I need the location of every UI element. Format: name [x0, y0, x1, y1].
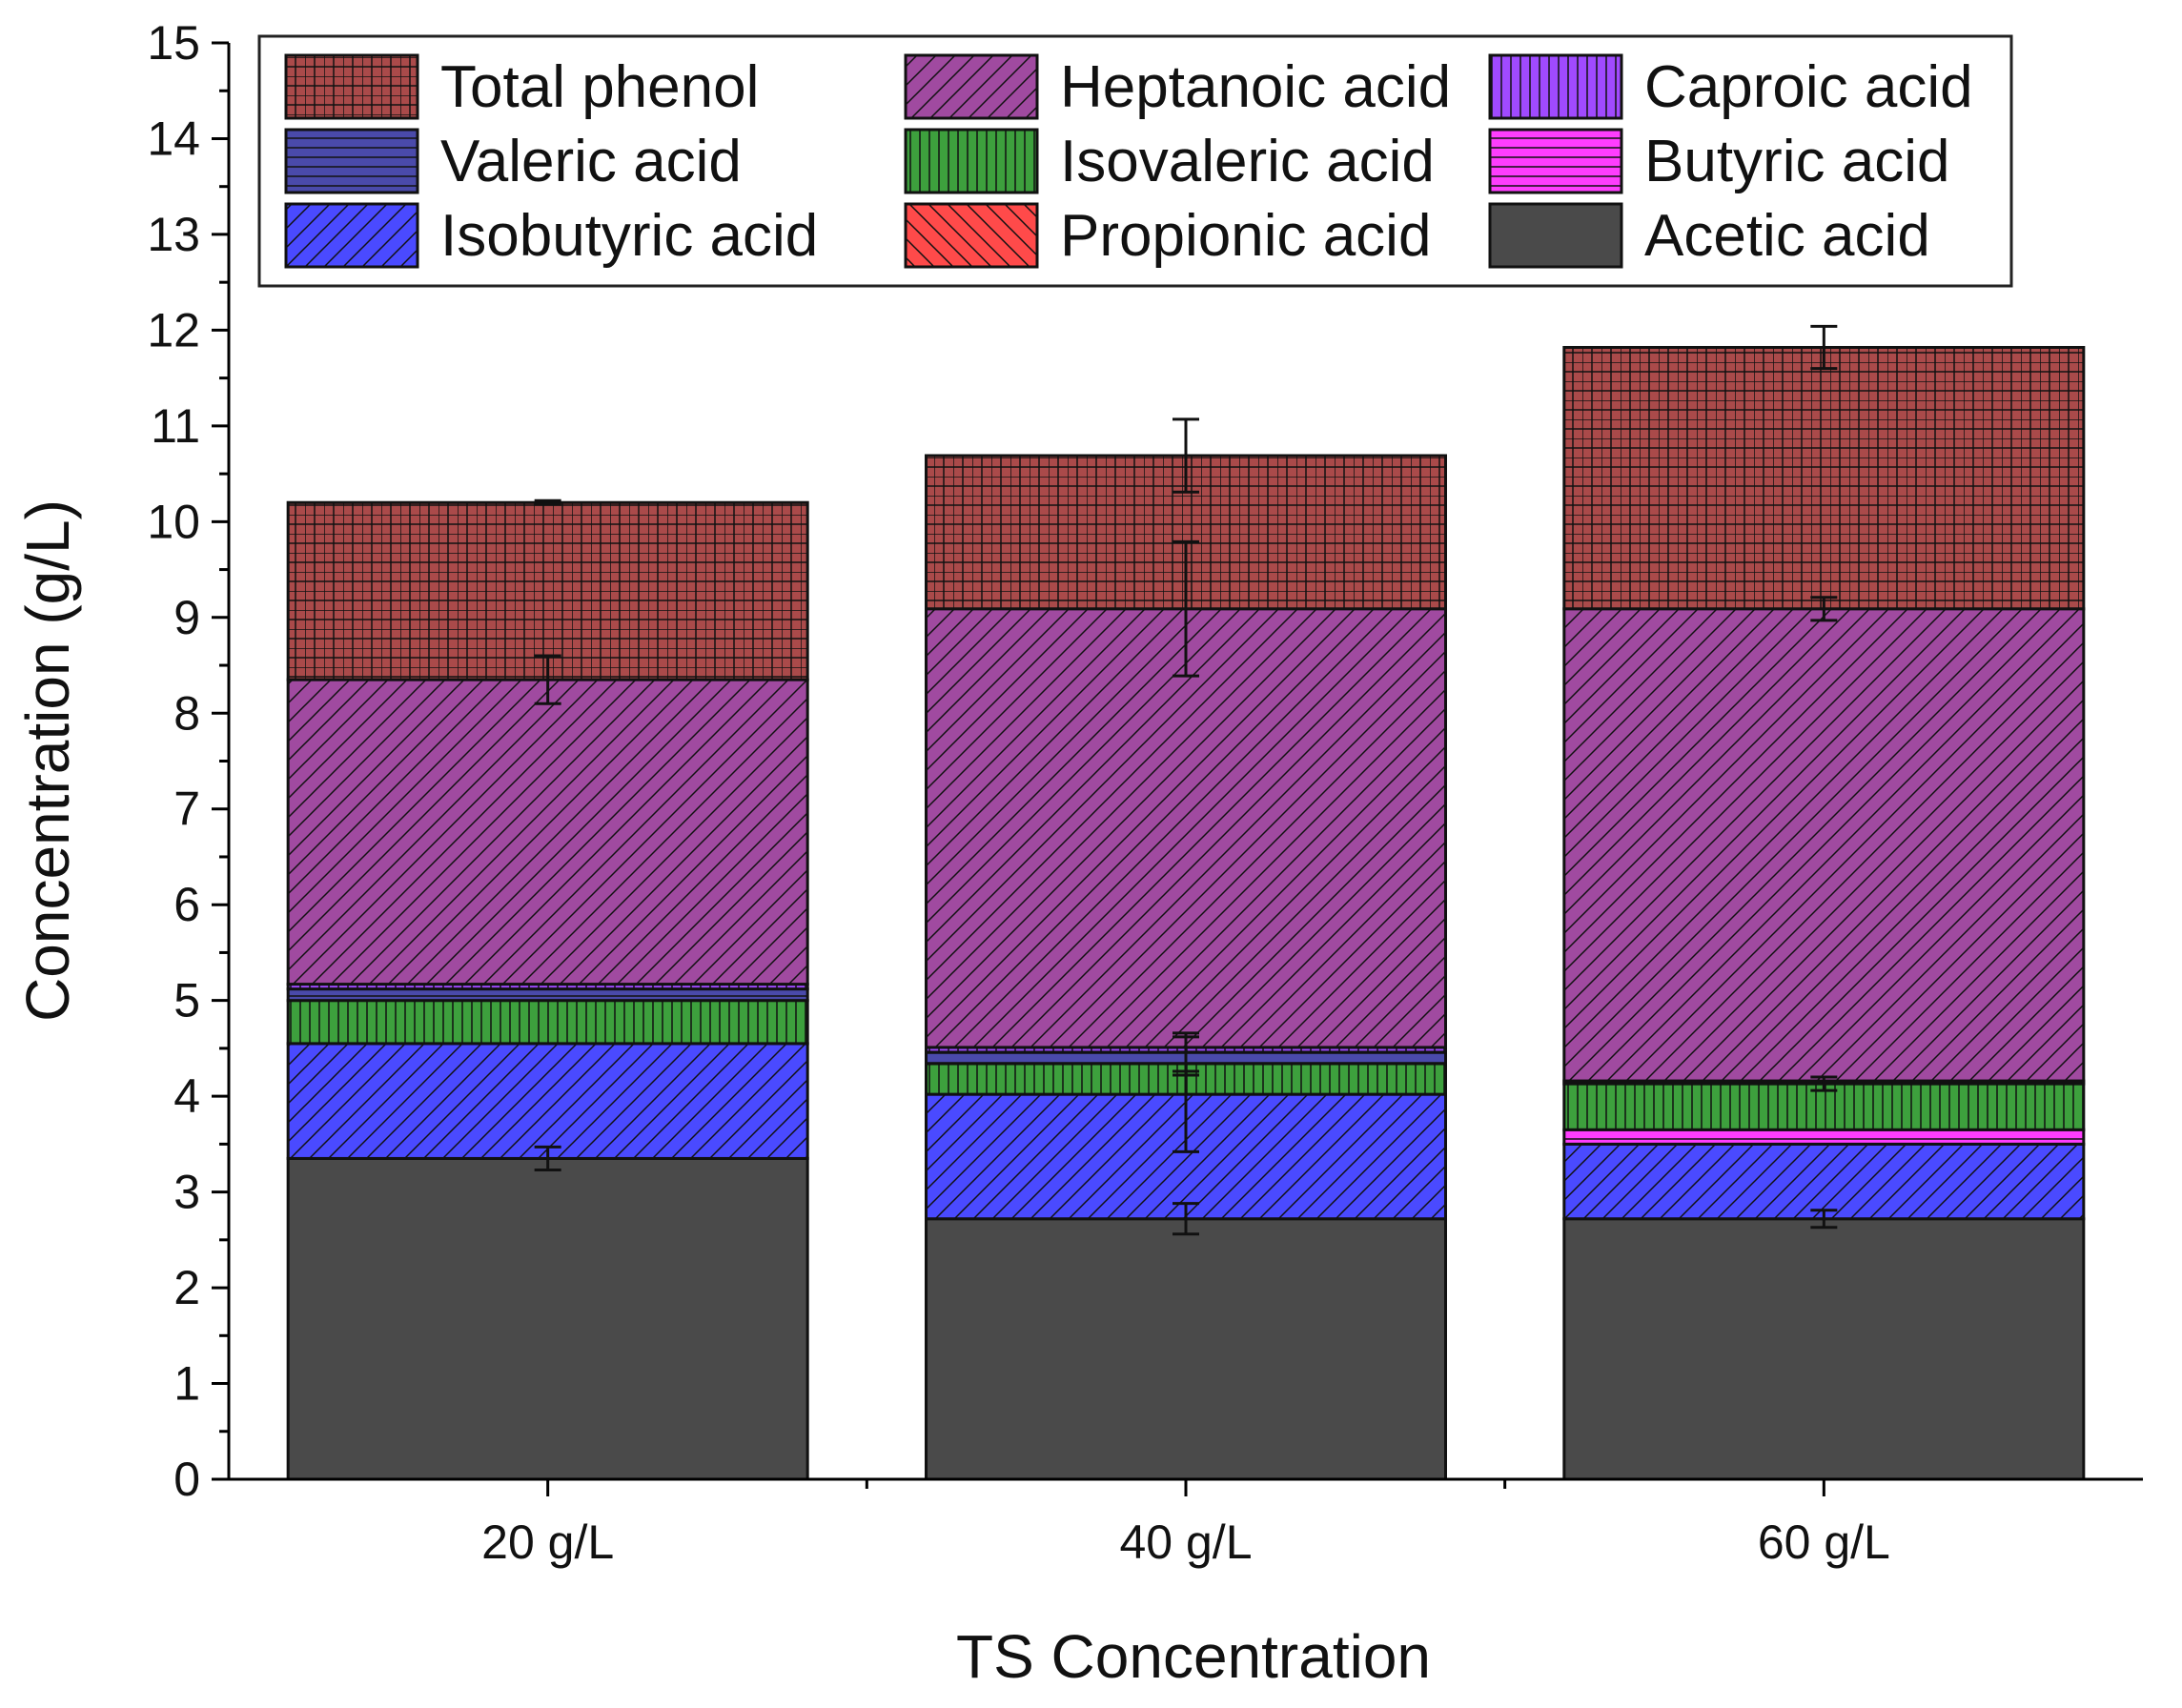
legend-item-butyric-acid: Butyric acid	[1488, 128, 1949, 194]
legend-swatch	[1488, 53, 1623, 120]
y-tick-label: 9	[173, 591, 200, 644]
bar-total-phenol-20-g-l	[286, 500, 809, 681]
bar-acetic-acid-60-g-l	[1562, 1217, 2086, 1481]
y-tick-label: 8	[173, 686, 200, 740]
legend-item-total-phenol: Total phenol	[284, 53, 759, 120]
bar-valeric-acid-20-g-l	[286, 987, 809, 1003]
y-tick-label: 13	[147, 208, 200, 261]
legend-swatch	[904, 202, 1039, 269]
bar-isobutyric-acid-40-g-l	[925, 1092, 1447, 1221]
y-tick-label: 4	[173, 1069, 200, 1123]
legend-label: Isobutyric acid	[440, 203, 818, 269]
legend-label: Acetic acid	[1644, 203, 1930, 269]
legend-swatch	[1488, 202, 1623, 269]
x-axis-title: TS Concentration	[956, 1622, 1431, 1691]
error-bars-layer	[534, 324, 1838, 1236]
legend-swatch	[284, 202, 419, 269]
legend-item-isobutyric-acid: Isobutyric acid	[284, 202, 818, 269]
y-tick-label: 0	[173, 1453, 200, 1506]
bar-acetic-acid-20-g-l	[286, 1156, 809, 1481]
y-tick-label: 12	[147, 303, 200, 356]
y-tick-label: 6	[173, 878, 200, 931]
error-bar-acetic-acid-20-g-l	[534, 1145, 561, 1171]
legend-item-acetic-acid: Acetic acid	[1488, 202, 1930, 269]
error-bar-total-phenol-40-g-l	[1173, 417, 1199, 494]
error-bar-total-phenol-20-g-l	[534, 498, 561, 506]
y-tick-label: 7	[173, 783, 200, 836]
x-tick-label-20-g-l: 20 g/L	[481, 1515, 614, 1569]
error-bar-heptanoic-acid-60-g-l	[1810, 596, 1838, 622]
y-tick-label: 2	[173, 1261, 200, 1314]
error-bar-total-phenol-60-g-l	[1810, 324, 1838, 371]
y-tick-label: 10	[147, 495, 200, 548]
legend-label: Butyric acid	[1644, 129, 1949, 194]
legend-swatch	[284, 53, 419, 120]
error-bar-isovaleric-acid-60-g-l	[1810, 1075, 1838, 1092]
bar-isovaleric-acid-20-g-l	[286, 999, 809, 1046]
legend-label: Isovaleric acid	[1060, 129, 1435, 194]
legend: Total phenol Heptanoic acid Caproic acid Va…	[257, 34, 2013, 288]
legend-item-valeric-acid: Valeric acid	[284, 128, 742, 194]
bar-total-phenol-60-g-l	[1562, 345, 2086, 611]
bar-acetic-acid-40-g-l	[925, 1217, 1447, 1481]
bar-isobutyric-acid-60-g-l	[1562, 1142, 2086, 1221]
legend-swatch	[284, 128, 419, 194]
error-bar-heptanoic-acid-20-g-l	[534, 654, 561, 705]
legend-item-caproic-acid: Caproic acid	[1488, 53, 1973, 120]
error-bar-acetic-acid-60-g-l	[1810, 1209, 1838, 1230]
legend-swatch	[904, 128, 1039, 194]
y-tick-label: 14	[147, 112, 200, 165]
bar-heptanoic-acid-20-g-l	[286, 678, 809, 986]
legend-swatch	[904, 53, 1039, 120]
bar-heptanoic-acid-40-g-l	[925, 607, 1447, 1049]
error-bar-valeric-acid-40-g-l	[1173, 1031, 1199, 1073]
legend-label: Valeric acid	[440, 129, 742, 194]
legend-swatch	[1488, 128, 1623, 194]
x-tick-label-40-g-l: 40 g/L	[1119, 1515, 1252, 1569]
error-bar-heptanoic-acid-40-g-l	[1173, 539, 1199, 678]
legend-label: Caproic acid	[1644, 54, 1973, 120]
y-tick-label: 5	[173, 974, 200, 1027]
y-tick-label: 3	[173, 1166, 200, 1219]
legend-label: Propionic acid	[1060, 203, 1431, 269]
x-ticks: 20 g/L 40 g/L 60 g/L	[481, 1479, 1890, 1569]
legend-frame	[257, 34, 2013, 288]
y-tick-label: 1	[173, 1357, 200, 1411]
y-tick-label: 11	[151, 399, 200, 453]
bar-isobutyric-acid-20-g-l	[286, 1042, 809, 1160]
y-axis-title: Concentration (g/L)	[13, 499, 82, 1022]
error-bar-acetic-acid-40-g-l	[1173, 1202, 1199, 1236]
legend-item-heptanoic-acid: Heptanoic acid	[904, 53, 1451, 120]
bar-heptanoic-acid-60-g-l	[1562, 607, 2086, 1083]
legend-label: Total phenol	[440, 54, 759, 120]
bar-butyric-acid-60-g-l	[1562, 1128, 2086, 1146]
x-tick-label-60-g-l: 60 g/L	[1758, 1515, 1890, 1569]
y-tick-label: 15	[147, 16, 200, 70]
bars-layer	[286, 345, 2086, 1481]
legend-label: Heptanoic acid	[1060, 54, 1451, 120]
legend-item-isovaleric-acid: Isovaleric acid	[904, 128, 1435, 194]
legend-item-propionic-acid: Propionic acid	[904, 202, 1431, 269]
